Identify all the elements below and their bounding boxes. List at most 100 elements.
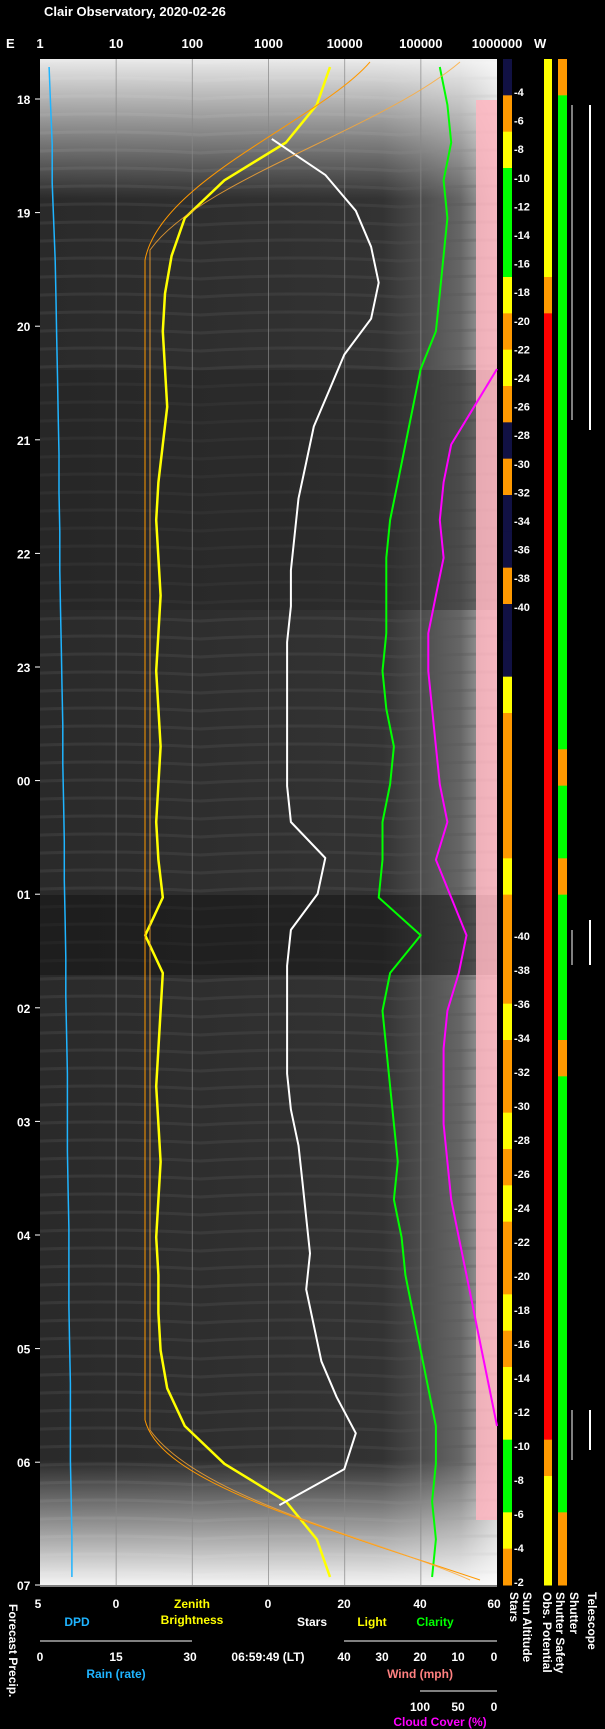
- sun-tick-label: -38: [514, 965, 530, 977]
- count-tick-60: 60: [487, 1597, 501, 1611]
- stars-band-segment: [503, 676, 512, 714]
- sun-tick-label: -10: [514, 1441, 530, 1453]
- east-label: E: [6, 36, 15, 51]
- stars-band-segment: [503, 422, 512, 460]
- obs-potential-band-segment: [544, 1076, 552, 1114]
- dpd-tick-0: 0: [113, 1597, 120, 1611]
- sun-tick-label: -18: [514, 287, 530, 299]
- zenith-label-2: Brightness: [161, 1613, 224, 1627]
- stars-band-segment: [503, 967, 512, 1005]
- hour-tick-label: 23: [17, 661, 31, 675]
- shutter-safety-band-segment: [558, 1548, 567, 1586]
- stars-band-segment: [503, 858, 512, 896]
- stars-band-segment: [503, 1367, 512, 1404]
- stars-series: [271, 138, 380, 1506]
- log-tick-label: 10: [109, 36, 123, 51]
- shutter-safety-band-segment: [558, 567, 567, 605]
- obs-potential-band-segment: [544, 95, 552, 133]
- stars-band-segment: [503, 458, 512, 496]
- sun-tick-label: -8: [514, 144, 524, 156]
- clarity-axis-label: Clarity: [416, 1615, 454, 1629]
- rain-label: Rain (rate): [86, 1667, 145, 1681]
- obs-potential-band-segment: [544, 931, 552, 968]
- shutter-safety-band-segment: [558, 349, 567, 387]
- log-tick-label: 100000: [399, 36, 442, 51]
- obs-potential-band-segment: [544, 894, 552, 932]
- stars-band-segment: [503, 277, 512, 314]
- shutter-safety-band-segment: [558, 531, 567, 569]
- obs-potential-band-segment: [544, 1112, 552, 1150]
- obs-potential-band-segment: [544, 1403, 552, 1441]
- obs-potential-band-segment: [544, 386, 552, 423]
- stars-band-segment: [503, 931, 512, 968]
- obs-potential-band-segment: [544, 1221, 552, 1259]
- stars-band-segment: [503, 1112, 512, 1150]
- obs-potential-band-segment: [544, 713, 552, 750]
- sun-tick-label: -36: [514, 999, 530, 1011]
- sun-tick-label: -30: [514, 459, 530, 471]
- hour-tick-label: 05: [17, 1343, 31, 1357]
- shutter-safety-band-segment: [558, 168, 567, 205]
- obs-potential-band-segment: [544, 1149, 552, 1186]
- hour-tick-label: 02: [17, 1002, 31, 1016]
- log-tick-label: 100: [181, 36, 203, 51]
- side-label: Sun Altitude: [520, 1592, 534, 1663]
- obs-potential-band-segment: [544, 495, 552, 532]
- sun-tick-label: -40: [514, 602, 530, 614]
- obs-potential-band-segment: [544, 1040, 552, 1077]
- obs-potential-band-segment: [544, 422, 552, 460]
- gridlines: [115, 59, 422, 1585]
- time-label: 06:59:49 (LT): [231, 1650, 304, 1664]
- shutter-safety-band-segment: [558, 1076, 567, 1114]
- stars-band-segment: [503, 1476, 512, 1513]
- sun-tick-label: -26: [514, 1169, 530, 1181]
- stars-band-segment: [503, 1403, 512, 1441]
- stars-band-segment: [503, 495, 512, 532]
- sun-tick-label: -38: [514, 573, 530, 585]
- shutter-safety-band-segment: [558, 931, 567, 968]
- obs-potential-band-segment: [544, 676, 552, 714]
- count-tick-40: 40: [413, 1597, 427, 1611]
- side-label: Shutter Safety: [553, 1592, 567, 1674]
- hour-tick-label: 22: [17, 547, 31, 561]
- shutter-safety-band-segment: [558, 495, 567, 532]
- zenith-label-1: Zenith: [174, 1597, 210, 1611]
- log-tick-label: 1: [36, 36, 43, 51]
- wind-tick-30: 30: [375, 1650, 389, 1664]
- shutter-safety-band-segment: [558, 967, 567, 1005]
- hour-tick-label: 18: [17, 93, 31, 107]
- west-label: W: [534, 36, 547, 51]
- chart-title: Clair Observatory, 2020-02-26: [44, 4, 226, 19]
- obs-potential-band-segment: [544, 531, 552, 569]
- stars-band-segment: [503, 1221, 512, 1259]
- rain-tick-15: 15: [109, 1650, 123, 1664]
- clarity-series: [377, 66, 453, 1578]
- stars-band-segment: [503, 604, 512, 641]
- stars-band-segment: [503, 168, 512, 205]
- shutter-safety-band-segment: [558, 386, 567, 423]
- stars-band-segment: [503, 1258, 512, 1295]
- stars-band-segment: [503, 1294, 512, 1332]
- shutter-safety-band-segment: [558, 822, 567, 859]
- hour-tick-label: 21: [17, 434, 31, 448]
- hour-tick-label: 01: [17, 888, 31, 902]
- obs-potential-band-segment: [544, 1439, 552, 1477]
- shutter-safety-band-segment: [558, 277, 567, 314]
- stars-axis-label: Stars: [297, 1615, 327, 1629]
- shutter-safety-band-segment: [558, 313, 567, 351]
- sun-tick-label: -32: [514, 1067, 530, 1079]
- obs-potential-band-segment: [544, 349, 552, 387]
- sun-tick-label: -14: [514, 1373, 531, 1385]
- shutter-safety-band-segment: [558, 95, 567, 133]
- sun-tick-label: -34: [514, 1033, 531, 1045]
- dpd-tick-5: 5: [35, 1597, 42, 1611]
- forecast-precip-label: Forecast Precip.: [6, 1604, 20, 1697]
- obs-potential-band-segment: [544, 822, 552, 859]
- stars-band-segment: [503, 313, 512, 351]
- sun-tick-label: -12: [514, 201, 530, 213]
- obs-potential-band-segment: [544, 967, 552, 1005]
- stars-band-segment: [503, 531, 512, 569]
- cloud-tick-100: 100: [410, 1700, 430, 1714]
- zenith-brightness-series: [143, 66, 332, 1578]
- stars-band-segment: [503, 95, 512, 133]
